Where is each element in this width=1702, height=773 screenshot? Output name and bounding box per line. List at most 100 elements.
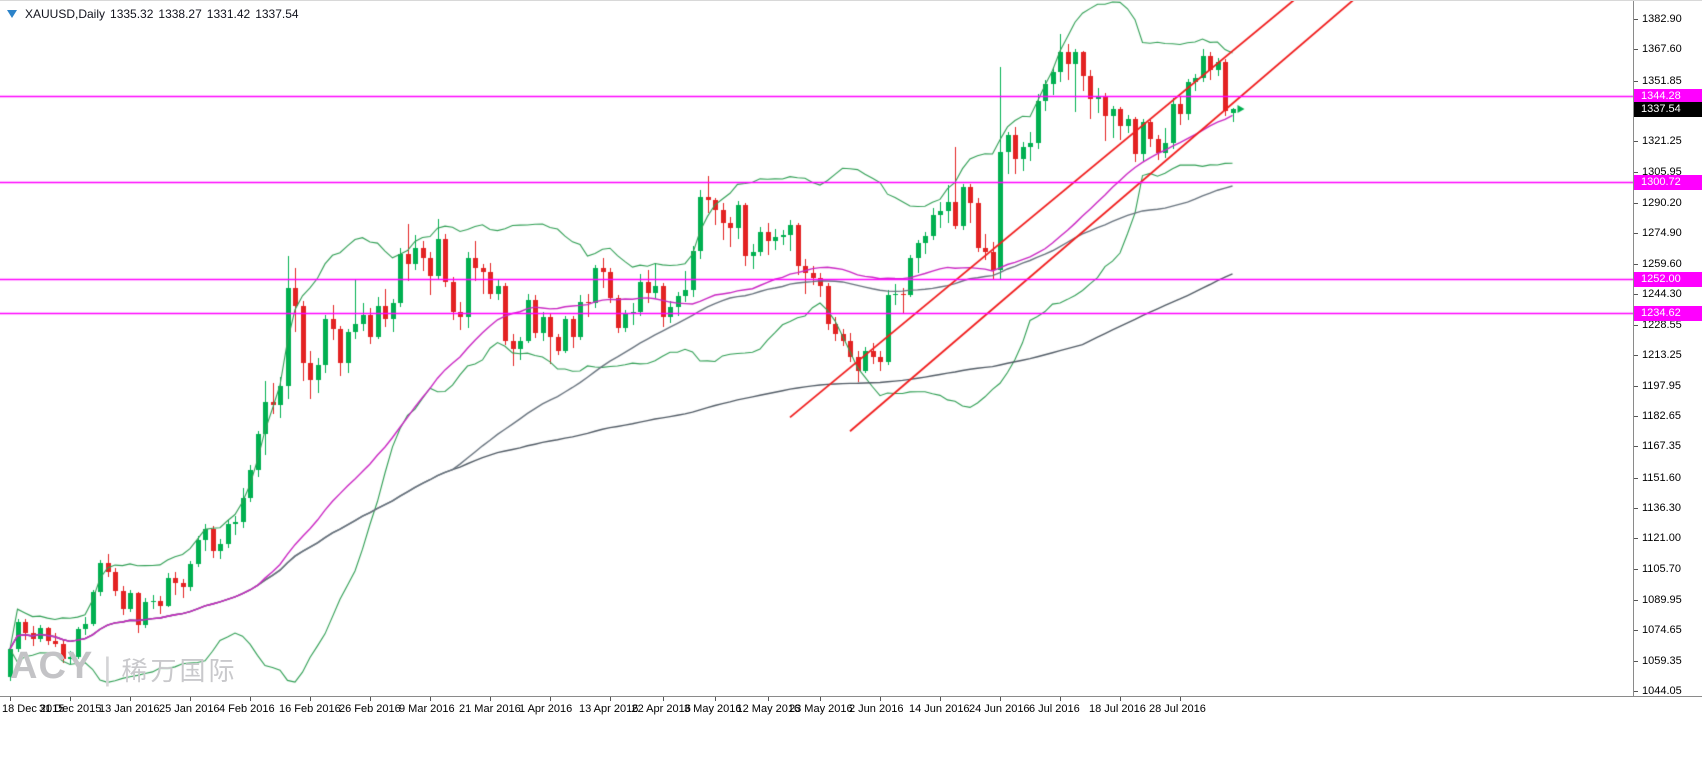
date-tick-mark xyxy=(880,697,881,701)
date-tick-label: 16 Feb 2016 xyxy=(279,703,341,715)
price-tick-mark xyxy=(1634,661,1638,662)
ohlc-high-value: 1338.27 xyxy=(158,7,202,21)
price-tick-mark xyxy=(1634,569,1638,570)
date-tick-label: 13 Apr 2016 xyxy=(579,703,639,715)
price-tick-label: 1059.35 xyxy=(1642,654,1682,667)
price-tick-label: 1228.55 xyxy=(1642,319,1682,332)
date-tick-mark xyxy=(820,697,821,701)
date-tick-label: 18 Dec 2015 xyxy=(2,703,65,715)
symbol-timeframe-label: XAUUSD,Daily xyxy=(25,7,106,21)
date-tick-mark xyxy=(130,697,131,701)
date-tick-label: 3 May 2016 xyxy=(684,703,742,715)
date-tick-label: 2 Jun 2016 xyxy=(849,703,904,715)
date-tick-mark xyxy=(430,697,431,701)
price-tick-label: 1044.05 xyxy=(1642,684,1682,697)
price-tick-mark xyxy=(1634,264,1638,265)
price-tick-label: 1382.90 xyxy=(1642,13,1682,26)
price-tick-label: 1197.95 xyxy=(1642,379,1681,392)
price-tick-label: 1305.95 xyxy=(1642,165,1682,178)
price-tick-label: 1182.65 xyxy=(1642,410,1681,423)
date-tick-label: 1 Apr 2016 xyxy=(519,703,573,715)
price-tick-mark xyxy=(1634,416,1638,417)
level-badge-1234: 1234.62 xyxy=(1634,306,1702,322)
price-tick-label: 1321.25 xyxy=(1642,135,1682,148)
chart-plot-area[interactable]: XAUUSD,Daily 1335.32 1338.27 1331.42 133… xyxy=(0,1,1633,696)
price-tick-mark xyxy=(1634,325,1638,326)
watermark-brand-logo: ACY xyxy=(10,645,94,687)
date-tick-mark xyxy=(70,697,71,701)
price-tick-label: 1121.00 xyxy=(1642,532,1681,545)
chart-ohlc-header: XAUUSD,Daily 1335.32 1338.27 1331.42 133… xyxy=(7,7,299,21)
ohlc-open-value: 1335.32 xyxy=(110,7,154,21)
price-tick-mark xyxy=(1634,172,1638,173)
price-tick-mark xyxy=(1634,600,1638,601)
watermark-divider: | xyxy=(103,651,112,687)
price-tick-mark xyxy=(1634,233,1638,234)
ohlc-low-value: 1331.42 xyxy=(206,7,251,21)
price-tick-label: 1244.30 xyxy=(1642,287,1682,300)
level-badge-1252: 1252.00 xyxy=(1634,271,1702,287)
price-tick-label: 1274.90 xyxy=(1642,227,1682,240)
date-tick-mark xyxy=(250,697,251,701)
date-tick-mark xyxy=(550,697,551,701)
price-tick-mark xyxy=(1634,538,1638,539)
date-tick-label: 18 Jul 2016 xyxy=(1089,703,1146,715)
price-tick-mark xyxy=(1634,141,1638,142)
price-tick-mark xyxy=(1634,81,1638,82)
date-tick-mark xyxy=(490,697,491,701)
date-tick-label: 21 Mar 2016 xyxy=(459,703,521,715)
price-tick-mark xyxy=(1634,355,1638,356)
date-tick-label: 22 Apr 2016 xyxy=(631,703,691,715)
price-tick-mark xyxy=(1634,691,1638,692)
date-tick-label: 13 Jan 2016 xyxy=(99,703,160,715)
date-tick-mark xyxy=(663,697,664,701)
price-tick-mark xyxy=(1634,478,1638,479)
date-tick-mark xyxy=(610,697,611,701)
date-tick-label: 31 Dec 2015 xyxy=(39,703,102,715)
price-tick-mark xyxy=(1634,630,1638,631)
candlestick-chart-canvas[interactable] xyxy=(0,1,1633,696)
price-tick-label: 1074.65 xyxy=(1642,624,1682,637)
date-tick-mark xyxy=(1180,697,1181,701)
date-tick-mark xyxy=(1060,697,1061,701)
date-tick-label: 28 Jul 2016 xyxy=(1149,703,1206,715)
date-tick-label: 12 May 2016 xyxy=(736,703,801,715)
date-tick-label: 14 Jun 2016 xyxy=(909,703,970,715)
price-tick-label: 1290.20 xyxy=(1642,196,1682,209)
level-badge-1300: 1300.72 xyxy=(1634,174,1702,190)
price-tick-mark xyxy=(1634,446,1638,447)
current-price-badge: 1337.54 xyxy=(1634,101,1702,117)
date-tick-mark xyxy=(370,697,371,701)
price-tick-label: 1105.70 xyxy=(1642,562,1681,575)
date-tick-label: 9 Mar 2016 xyxy=(399,703,455,715)
price-tick-label: 1089.95 xyxy=(1642,593,1682,606)
date-tick-label: 26 Feb 2016 xyxy=(339,703,401,715)
watermark-chinese-name: 稀万国际 xyxy=(121,655,238,686)
date-tick-mark xyxy=(1120,697,1121,701)
price-tick-label: 1136.30 xyxy=(1642,502,1681,515)
date-tick-label: 24 Jun 2016 xyxy=(969,703,1030,715)
date-tick-mark xyxy=(310,697,311,701)
price-tick-mark xyxy=(1634,203,1638,204)
date-tick-label: 4 Feb 2016 xyxy=(219,703,275,715)
level-badge-1344: 1344.28 xyxy=(1634,88,1702,104)
date-tick-mark xyxy=(940,697,941,701)
date-tick-mark xyxy=(715,697,716,701)
date-tick-mark xyxy=(768,697,769,701)
price-axis[interactable]: 1382.90 1367.60 1351.85 1321.25 1305.95 1290.… xyxy=(1633,1,1702,697)
date-tick-label: 6 Jul 2016 xyxy=(1029,703,1080,715)
broker-watermark: ACY | 稀万国际 xyxy=(10,647,238,685)
price-tick-mark xyxy=(1634,294,1638,295)
date-tick-mark xyxy=(10,697,11,701)
time-axis[interactable]: 18 Dec 2015 31 Dec 2015 13 Jan 2016 25 Jan … xyxy=(0,696,1702,773)
date-tick-label: 25 Jan 2016 xyxy=(159,703,220,715)
price-tick-mark xyxy=(1634,508,1638,509)
price-tick-label: 1259.60 xyxy=(1642,257,1682,270)
price-tick-label: 1167.35 xyxy=(1642,440,1681,453)
price-tick-mark xyxy=(1634,386,1638,387)
price-tick-label: 1351.85 xyxy=(1642,74,1682,87)
date-tick-mark xyxy=(1000,697,1001,701)
symbol-arrow-icon xyxy=(7,10,17,18)
price-tick-label: 1367.60 xyxy=(1642,43,1682,56)
price-tick-label: 1151.60 xyxy=(1642,471,1681,484)
